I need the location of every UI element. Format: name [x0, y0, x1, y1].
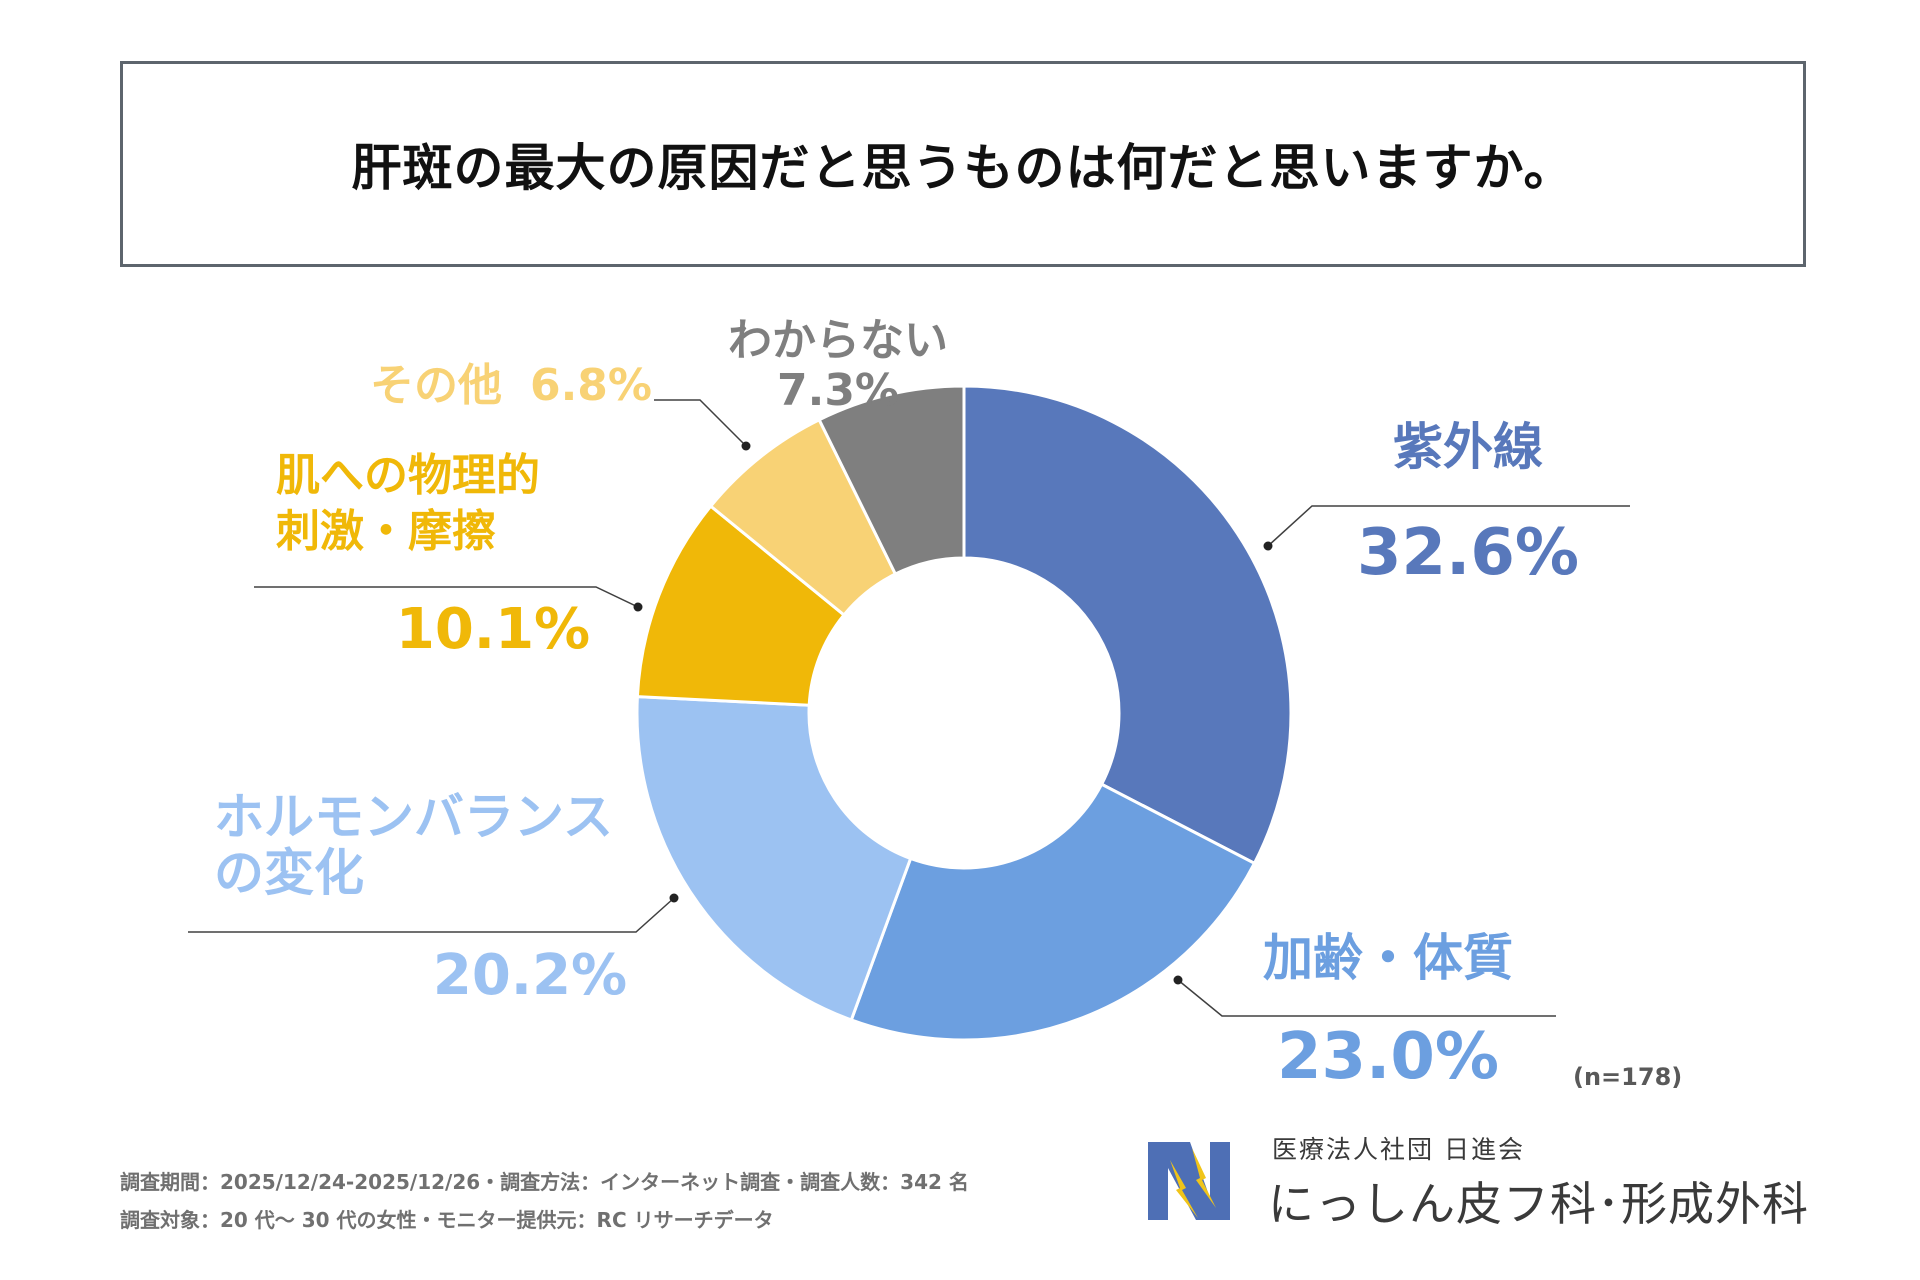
slice-label-5-line-0: わからない [728, 315, 948, 366]
donut-slice-5 [817, 384, 966, 577]
donut-slice-2 [635, 694, 913, 1022]
slice-value-0: 32.6% [1357, 516, 1579, 590]
slice-label-3-line-0: 肌への物理的 [276, 450, 540, 501]
leader-line-4 [654, 399, 747, 447]
leader-dot-2 [669, 893, 679, 903]
slice-value-5: 7.3% [777, 365, 899, 416]
sample-size: (n=178) [1573, 1063, 1683, 1091]
slice-value-2: 20.2% [433, 943, 627, 1008]
slice-value-1: 23.0% [1277, 1020, 1499, 1094]
title-box: 肝斑の最大の原因だと思うものは何だと思いますか。 [120, 61, 1806, 267]
slice-label-0-line-0: 紫外線 [1393, 418, 1543, 476]
slice-value-4: 6.8% [530, 360, 652, 411]
slice-value-3: 10.1% [396, 597, 590, 662]
chart-title: 肝斑の最大の原因だと思うものは何だと思いますか。 [351, 139, 1575, 197]
leader-line-1 [1177, 979, 1556, 1017]
org-name: 医療法人社団 日進会 [1272, 1135, 1525, 1164]
donut-slice-1 [849, 782, 1257, 1042]
leader-line-0 [1267, 505, 1630, 547]
clinic-name: にっしん皮フ科･形成外科 [1268, 1177, 1809, 1231]
leader-dot-1 [1173, 975, 1183, 985]
leader-line-3 [254, 586, 639, 608]
leader-dot-4 [741, 441, 751, 451]
slice-label-1-line-0: 加齢・体質 [1263, 929, 1513, 987]
leader-line-2 [188, 897, 675, 933]
survey-target-note: 調査対象：20 代～ 30 代の女性・モニター提供元：RC リサーチデータ [120, 1208, 774, 1232]
leader-dot-3 [633, 602, 643, 612]
leader-dot-0 [1263, 541, 1273, 551]
slice-label-2-line-1: の変化 [214, 844, 364, 902]
slice-label-4-line-0: その他 [370, 360, 502, 411]
survey-period-note: 調査期間：2025/12/24-2025/12/26・調査方法：インターネット調… [120, 1170, 969, 1194]
clinic-logo-icon [1148, 1142, 1230, 1220]
slice-label-2-line-0: ホルモンバランス [214, 788, 613, 846]
donut-slice-0 [962, 384, 1293, 866]
slice-label-3-line-1: 刺激・摩擦 [276, 506, 496, 557]
